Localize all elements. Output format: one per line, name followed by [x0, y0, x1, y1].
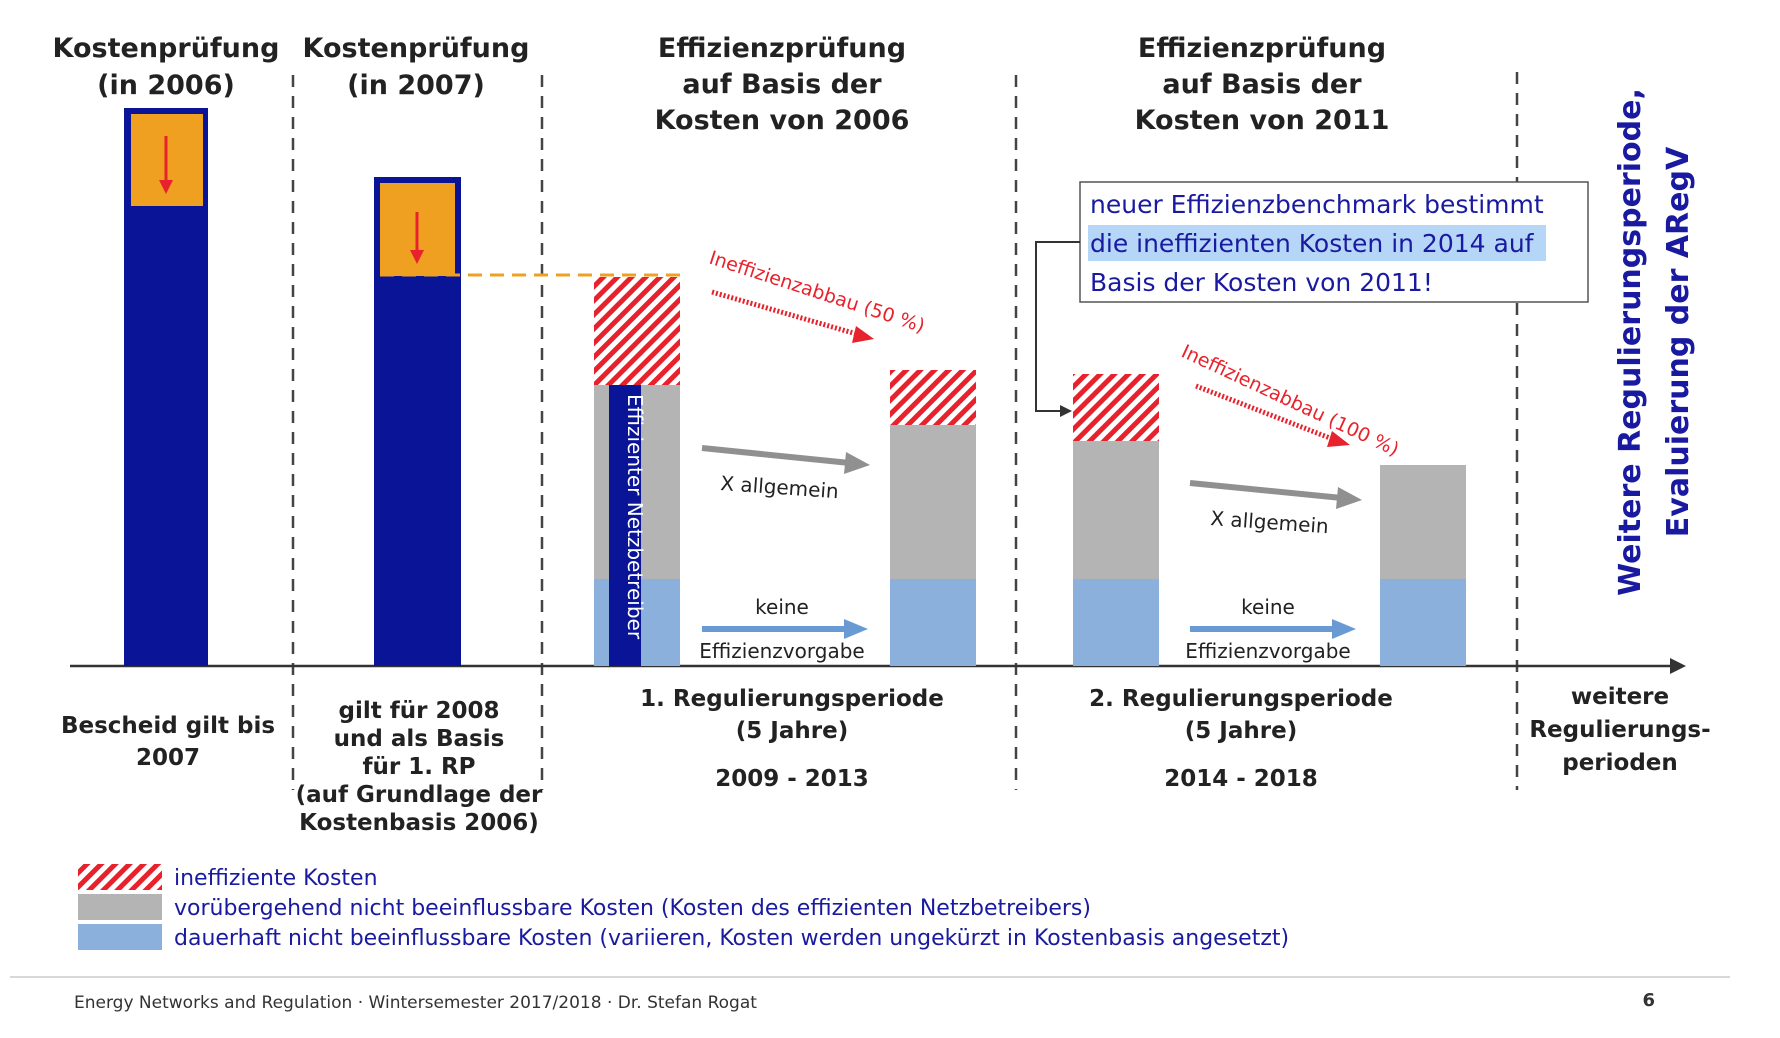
bar-rp1-start: Effizienter Netzbetreiber: [594, 277, 680, 666]
bar-rp1-end: [890, 370, 976, 666]
legend-swatch-hatched: [78, 864, 162, 890]
header-col2-line2: (in 2007): [347, 70, 485, 101]
legend-item-temp: vorübergehend nicht beeinflussbare Koste…: [78, 894, 1091, 921]
legend-label-perm: dauerhaft nicht beeinflussbare Kosten (v…: [174, 926, 1289, 951]
bottom-col2: gilt für 2008 und als Basis für 1. RP (a…: [296, 698, 543, 836]
side-title-line2: Evaluierung der ARegV: [1661, 146, 1696, 537]
header-col4-line2: auf Basis der: [1162, 69, 1362, 100]
bottom-col2-line5: Kostenbasis 2006): [299, 810, 539, 836]
perm-cost-segment: [1380, 579, 1466, 666]
header-col4: Effizienzprüfung auf Basis der Kosten vo…: [1135, 33, 1390, 136]
bottom-col5-line1: weitere: [1571, 684, 1669, 710]
legend-label-ineff: ineffiziente Kosten: [174, 866, 378, 891]
header-col3: Effizienzprüfung auf Basis der Kosten vo…: [655, 33, 910, 136]
ineff-cost-segment: [1073, 374, 1159, 441]
header-col4-line3: Kosten von 2011: [1135, 105, 1390, 136]
ineff-cost-segment: [890, 370, 976, 425]
callout-highlight: [1088, 225, 1546, 261]
bottom-col2-line4: (auf Grundlage der: [296, 782, 543, 808]
header-col1: Kostenprüfung (in 2006): [53, 33, 280, 101]
legend-item-perm: dauerhaft nicht beeinflussbare Kosten (v…: [78, 924, 1289, 951]
legend-swatch-lightblue: [78, 924, 162, 950]
header-col2-line1: Kostenprüfung: [303, 33, 530, 64]
bottom-col4: 2. Regulierungsperiode (5 Jahre) 2014 - …: [1089, 686, 1393, 792]
no-target-arrow-1: keine Effizienzvorgabe: [699, 595, 868, 663]
side-title: Weitere Regulierungsperiode, Evaluierung…: [1613, 88, 1696, 596]
no-target-arrow-2: keine Effizienzvorgabe: [1185, 595, 1356, 663]
x-general-label-1: X allgemein: [720, 471, 840, 503]
efficient-operator-label: Effizienter Netzbetreiber: [623, 394, 647, 640]
header-col3-line2: auf Basis der: [682, 69, 882, 100]
perm-cost-segment: [890, 579, 976, 666]
bottom-col3-line1: 1. Regulierungsperiode: [640, 686, 944, 712]
bottom-col2-line1: gilt für 2008: [339, 698, 500, 724]
side-title-line1: Weitere Regulierungsperiode,: [1613, 88, 1648, 596]
bottom-col5-line3: perioden: [1562, 750, 1678, 776]
no-target-label-2a: keine: [1241, 595, 1295, 619]
ineff-reduction-label-2: Ineffizienzabbau (100 %): [1178, 341, 1402, 461]
bar-rp2-start: [1073, 374, 1159, 666]
bottom-col3-line2: (5 Jahre): [736, 718, 848, 744]
bottom-col4-line2: (5 Jahre): [1185, 718, 1297, 744]
bottom-col1: Bescheid gilt bis 2007: [61, 713, 275, 771]
footer-text: Energy Networks and Regulation · Winters…: [74, 993, 757, 1013]
legend-swatch-gray: [78, 894, 162, 920]
no-target-label-1a: keine: [755, 595, 809, 619]
x-general-line-2: [1189, 480, 1343, 501]
no-target-label-2b: Effizienzvorgabe: [1185, 639, 1350, 663]
header-col4-line1: Effizienzprüfung: [1138, 33, 1386, 64]
header-col1-line1: Kostenprüfung: [53, 33, 280, 64]
temp-cost-segment: [890, 425, 976, 579]
callout-line3: Basis der Kosten von 2011!: [1090, 268, 1433, 297]
time-axis-arrowhead: [1670, 658, 1686, 674]
x-general-line-1: [701, 445, 851, 466]
perm-cost-segment: [1073, 579, 1159, 666]
header-col1-line2: (in 2006): [97, 70, 235, 101]
bar-kostenpruefung-2006: [124, 108, 208, 666]
callout-line2: die ineffizienten Kosten in 2014 auf: [1090, 229, 1535, 258]
x-general-label-2: X allgemein: [1210, 506, 1330, 538]
callout-connector: [1035, 241, 1080, 412]
bottom-col1-line1: Bescheid gilt bis: [61, 713, 275, 739]
callout-box: neuer Effizienzbenchmark bestimmt die in…: [1079, 181, 1589, 303]
bottom-col5: weitere Regulierungs- perioden: [1529, 684, 1710, 776]
ineff-cost-segment: [594, 277, 680, 385]
ineff-reduction-line-1: [711, 289, 861, 338]
ineff-reduction-line-2: [1195, 383, 1336, 443]
bar-kostenpruefung-2007: [374, 177, 461, 666]
legend: ineffiziente Kosten vorübergehend nicht …: [78, 864, 1289, 951]
legend-label-temp: vorübergehend nicht beeinflussbare Koste…: [174, 896, 1091, 921]
callout-line1: neuer Effizienzbenchmark bestimmt: [1090, 190, 1544, 219]
x-general-arrow-1: X allgemein: [701, 445, 870, 503]
x-general-arrow-2: X allgemein: [1189, 480, 1362, 538]
ineff-reduction-arrow-1: Ineffizienzabbau (50 %): [706, 247, 927, 343]
bottom-col4-line1: 2. Regulierungsperiode: [1089, 686, 1393, 712]
page-number: 6: [1642, 990, 1655, 1011]
bar-rp2-end: [1380, 465, 1466, 666]
legend-item-ineff: ineffiziente Kosten: [78, 864, 378, 891]
ineff-reduction-arrow-2: Ineffizienzabbau (100 %): [1178, 341, 1402, 461]
temp-cost-segment: [1073, 441, 1159, 579]
temp-cost-segment: [1380, 465, 1466, 579]
no-target-label-1b: Effizienzvorgabe: [699, 639, 864, 663]
bottom-col5-line2: Regulierungs-: [1529, 717, 1710, 743]
bottom-col4-line3: 2014 - 2018: [1164, 766, 1318, 792]
bottom-col2-line3: für 1. RP: [362, 754, 475, 780]
header-col2: Kostenprüfung (in 2007): [303, 33, 530, 101]
bottom-col3-line3: 2009 - 2013: [715, 766, 869, 792]
bottom-col3: 1. Regulierungsperiode (5 Jahre) 2009 - …: [640, 686, 944, 792]
header-col3-line3: Kosten von 2006: [655, 105, 910, 136]
bottom-col1-line2: 2007: [136, 745, 200, 771]
header-col3-line1: Effizienzprüfung: [658, 33, 906, 64]
bottom-col2-line2: und als Basis: [334, 726, 505, 752]
efficient-operator-bar: [609, 385, 641, 666]
